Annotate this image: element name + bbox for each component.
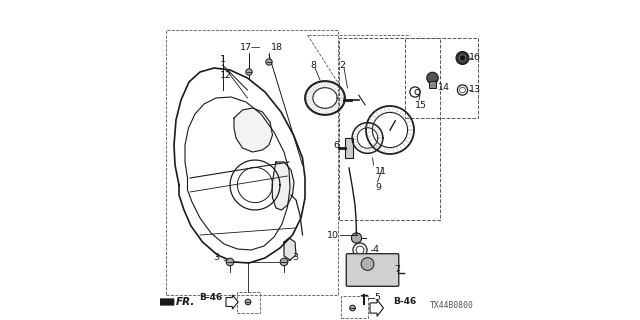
Bar	[405, 38, 477, 118]
Bar	[341, 296, 367, 318]
Polygon shape	[272, 162, 294, 210]
Text: TX44B0800: TX44B0800	[430, 301, 474, 310]
FancyBboxPatch shape	[346, 254, 399, 286]
Text: 13: 13	[468, 85, 481, 94]
Text: 1: 1	[220, 55, 226, 64]
Text: 11: 11	[375, 167, 387, 177]
Circle shape	[246, 69, 252, 75]
Bar	[237, 292, 260, 313]
Circle shape	[456, 52, 469, 64]
Circle shape	[427, 72, 438, 84]
Text: 5: 5	[374, 293, 380, 302]
Text: 6: 6	[333, 140, 339, 149]
Circle shape	[266, 59, 272, 65]
Circle shape	[349, 305, 355, 311]
Circle shape	[361, 258, 374, 270]
Text: 9: 9	[375, 183, 381, 193]
Polygon shape	[284, 238, 296, 260]
Text: 2: 2	[339, 60, 345, 69]
Bar	[339, 38, 440, 220]
Text: 7: 7	[394, 266, 400, 275]
Text: 8: 8	[310, 60, 316, 69]
Text: 14: 14	[438, 84, 449, 92]
Text: 16: 16	[468, 53, 481, 62]
Circle shape	[245, 299, 251, 305]
Text: FR.: FR.	[175, 297, 195, 307]
Circle shape	[351, 233, 362, 243]
Text: 15: 15	[415, 100, 427, 109]
Text: 10: 10	[327, 230, 339, 239]
Text: 4: 4	[372, 245, 378, 254]
Circle shape	[460, 55, 466, 61]
Text: B-46: B-46	[393, 298, 416, 307]
Bar	[345, 139, 353, 158]
Text: 3: 3	[292, 253, 299, 262]
Circle shape	[226, 258, 234, 266]
Text: 12: 12	[220, 71, 232, 80]
Text: 3: 3	[213, 253, 219, 262]
Text: 17—: 17—	[240, 43, 262, 52]
Polygon shape	[150, 296, 174, 308]
Text: B-46: B-46	[199, 293, 222, 302]
Polygon shape	[234, 108, 273, 152]
Bar	[429, 81, 436, 88]
Circle shape	[280, 258, 288, 266]
Bar	[166, 30, 337, 295]
Text: 18: 18	[271, 43, 283, 52]
